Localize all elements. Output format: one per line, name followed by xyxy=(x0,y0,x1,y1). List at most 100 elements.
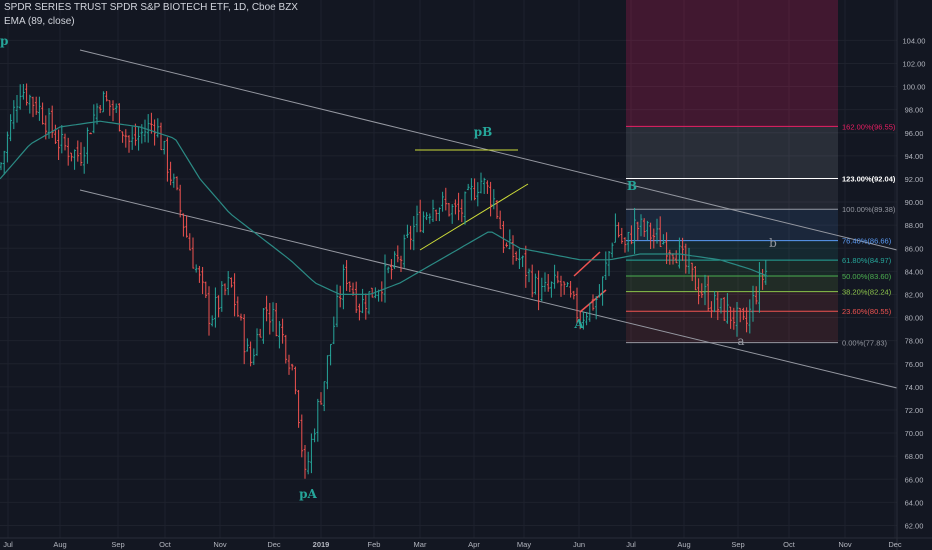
ohlc-bar xyxy=(710,301,713,318)
ohlc-bar xyxy=(690,262,694,282)
ohlc-bar xyxy=(34,96,38,115)
ohlc-bar xyxy=(463,191,467,225)
price-tick-label: 78.00 xyxy=(905,337,924,346)
ohlc-bar xyxy=(482,177,486,194)
ohlc-bar xyxy=(591,294,595,311)
fib-zone xyxy=(626,275,838,292)
price-tick-label: 76.00 xyxy=(905,360,924,369)
wave-label-A: A xyxy=(573,317,584,331)
ohlc-bar xyxy=(63,133,67,151)
ohlc-bar xyxy=(460,199,464,223)
time-tick-label: Sep xyxy=(731,540,744,549)
ohlc-bar xyxy=(735,301,739,337)
ohlc-bar xyxy=(652,228,656,249)
ohlc-bar xyxy=(194,264,198,273)
ohlc-bar xyxy=(537,270,540,311)
price-tick-label: 74.00 xyxy=(905,383,924,392)
ohlc-bar xyxy=(281,318,284,344)
fib-zone xyxy=(626,311,838,343)
ohlc-bar xyxy=(22,83,25,100)
ohlc-bar xyxy=(540,277,544,302)
ohlc-bar xyxy=(694,266,697,291)
chart-title: SPDR SERIES TRUST SPDR S&P BIOTECH ETF, … xyxy=(4,2,298,13)
ohlc-bar xyxy=(172,173,176,188)
ohlc-bar xyxy=(569,280,572,298)
ohlc-bar xyxy=(31,96,35,118)
ohlc-bar xyxy=(572,290,576,300)
time-tick-label: Nov xyxy=(213,540,227,549)
ohlc-bar xyxy=(668,249,672,265)
ohlc-bar xyxy=(524,245,528,288)
fib-level-label: 50.00%(83.60) xyxy=(842,272,892,281)
ohlc-bar xyxy=(492,189,496,210)
ohlc-bar xyxy=(105,91,108,102)
ohlc-bar xyxy=(486,180,489,194)
ohlc-bar xyxy=(466,183,470,191)
fib-level-label: 76.40%(86.66) xyxy=(842,237,892,246)
ohlc-bar xyxy=(226,271,230,296)
ohlc-bar xyxy=(239,313,243,321)
indicator-label[interactable]: EMA (89, close) xyxy=(4,16,75,27)
ohlc-bar xyxy=(623,237,627,253)
fib-level-label: 123.00%(92.04) xyxy=(842,174,896,183)
ohlc-bar xyxy=(70,152,73,162)
ohlc-bar xyxy=(402,234,406,268)
ohlc-bar xyxy=(732,307,736,330)
ohlc-bar xyxy=(722,297,726,321)
ohlc-bar xyxy=(370,287,374,298)
ohlc-bar xyxy=(223,283,227,296)
time-axis[interactable]: Jul Aug Sep Oct Nov Dec 2019 Feb Mar Apr May Jun Jul… xyxy=(0,537,932,549)
ohlc-bar xyxy=(143,119,147,143)
ohlc-bar xyxy=(546,274,550,292)
ohlc-bar xyxy=(191,237,195,269)
ohlc-bar xyxy=(335,284,339,328)
ohlc-bar xyxy=(204,281,208,298)
ohlc-bar xyxy=(620,227,624,244)
time-tick-label: Sep xyxy=(111,540,124,549)
ohlc-bar xyxy=(617,222,620,238)
ohlc-bar xyxy=(630,225,633,245)
ohlc-bar xyxy=(745,307,748,333)
ohlc-bar xyxy=(396,245,400,263)
fib-zone xyxy=(626,291,838,312)
ohlc-bar xyxy=(178,184,182,218)
ohlc-bar xyxy=(406,224,409,238)
ohlc-bar xyxy=(364,293,368,320)
price-axis[interactable]: 62.00 64.00 66.00 68.00 70.00 72.00 74.00 76.00… xyxy=(896,0,932,550)
ohlc-bar xyxy=(169,161,172,186)
ohlc-bar xyxy=(86,127,89,164)
ohlc-bar xyxy=(751,285,755,322)
ohlc-bar xyxy=(700,283,704,298)
ohlc-bar xyxy=(614,213,617,243)
ohlc-bar xyxy=(162,140,166,155)
time-tick-label: Mar xyxy=(414,540,427,549)
ohlc-bar xyxy=(610,242,614,258)
annotations: pB pA A Ba b p xyxy=(0,34,777,501)
ohlc-bar xyxy=(454,199,457,215)
ohlc-bar xyxy=(431,199,435,222)
price-tick-label: 80.00 xyxy=(905,314,924,323)
ohlc-bar xyxy=(284,334,288,364)
ohlc-bar xyxy=(0,162,3,171)
ohlc-bar xyxy=(594,295,598,320)
ohlc-bar xyxy=(642,218,646,237)
ohlc-bar xyxy=(153,119,156,146)
ohlc-bar xyxy=(137,126,140,151)
ohlc-bar xyxy=(415,205,419,233)
price-tick-label: 66.00 xyxy=(905,475,924,484)
ohlc-bar xyxy=(118,103,121,132)
fib-zone xyxy=(626,209,838,241)
ohlc-bar xyxy=(473,178,476,201)
ohlc-bar xyxy=(15,94,19,123)
grid xyxy=(0,0,897,538)
ohlc-bar xyxy=(345,260,348,291)
ohlc-bar xyxy=(425,212,428,221)
ohlc-bar xyxy=(57,129,60,161)
ohlc-bar xyxy=(505,242,508,248)
price-bars xyxy=(0,83,768,479)
time-tick-label: Aug xyxy=(677,540,690,549)
price-tick-label: 68.00 xyxy=(905,452,924,461)
ohlc-bar xyxy=(303,445,307,479)
